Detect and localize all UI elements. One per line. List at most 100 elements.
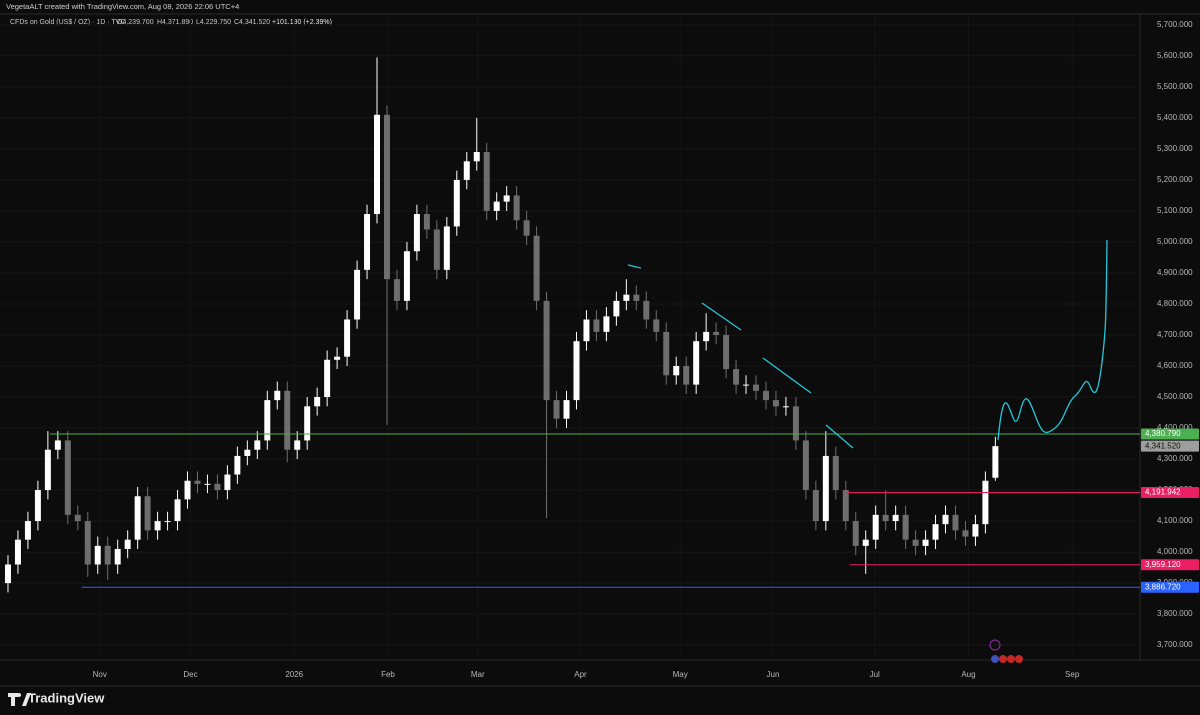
candle-body <box>733 369 740 385</box>
candle-body <box>812 490 819 522</box>
y-tick-label: 5,300.000 <box>1157 144 1193 153</box>
y-tick-label: 5,500.000 <box>1157 82 1193 91</box>
candle-body <box>563 400 570 419</box>
trend-line <box>627 264 642 269</box>
last-price-tag <box>1141 440 1199 452</box>
candle-body <box>463 161 470 180</box>
candle-body <box>234 455 241 475</box>
x-tick-label: Jun <box>767 670 780 679</box>
candle-body <box>294 440 301 450</box>
candle-body <box>24 521 31 540</box>
candle-body <box>4 564 11 584</box>
level-tag <box>1141 487 1199 499</box>
y-tick-label: 4,800.000 <box>1157 299 1193 308</box>
candle-body <box>174 499 181 522</box>
candle-body <box>104 545 111 565</box>
candle-body <box>842 490 849 522</box>
candle-body <box>114 548 121 565</box>
candle-body <box>134 496 141 540</box>
candle-body <box>324 359 331 398</box>
candle-body <box>44 449 51 491</box>
legend-low: L4,229.750 <box>196 19 231 26</box>
legend-change: +101.190 (+2.39%) <box>272 19 332 26</box>
y-tick-label: 5,000.000 <box>1157 237 1193 246</box>
candle-body <box>453 179 460 227</box>
candle-body <box>423 214 430 230</box>
candle-body <box>543 300 550 401</box>
candle-body <box>792 406 799 441</box>
x-tick-label: Sep <box>1065 670 1080 679</box>
candle-body <box>264 400 271 441</box>
level-label: 4,191.942 <box>1145 488 1181 497</box>
y-tick-label: 4,000.000 <box>1157 547 1193 556</box>
y-tick-label: 3,800.000 <box>1157 609 1193 618</box>
candle-body <box>882 514 889 522</box>
candle-body <box>383 114 390 280</box>
candle-body <box>254 440 261 450</box>
candle-body <box>154 521 161 531</box>
candle-body <box>832 455 839 491</box>
candle-body <box>683 365 690 385</box>
x-tick-label: 2026 <box>285 670 303 679</box>
level-label: 4,380.790 <box>1145 429 1181 438</box>
candle-body <box>364 214 371 270</box>
candle-body <box>244 449 251 456</box>
x-tick-label: Jul <box>870 670 880 679</box>
y-tick-label: 4,500.000 <box>1157 392 1193 401</box>
candle-body <box>942 514 949 525</box>
candle-body <box>892 514 899 522</box>
legend-open: O4,239.700 <box>117 19 154 26</box>
trend-line <box>701 302 742 331</box>
legend-close: C4,341.520 <box>234 19 270 26</box>
drawings <box>627 239 1108 449</box>
candle-body <box>513 195 520 221</box>
y-tick-label: 5,600.000 <box>1157 51 1193 60</box>
candle-body <box>314 397 321 407</box>
legend-high: H4,371.890 <box>157 19 193 26</box>
candle-body <box>643 300 650 320</box>
candle-body <box>214 483 221 491</box>
y-tick-label: 5,100.000 <box>1157 206 1193 215</box>
candle-body <box>344 319 351 357</box>
brand: TradingView <box>28 690 105 705</box>
candle-body <box>613 300 620 317</box>
candle-body <box>952 514 959 531</box>
plot: 3,700.0003,800.0003,900.0004,000.0004,10… <box>0 14 1199 679</box>
x-tick-label: Dec <box>183 670 197 679</box>
level-label: 3,886.720 <box>1145 582 1181 591</box>
event-icon <box>999 655 1007 663</box>
candle-body <box>164 521 171 523</box>
candle-body <box>483 152 490 211</box>
trend-line <box>825 424 854 449</box>
candle-body <box>433 229 440 270</box>
candle-body <box>304 406 311 441</box>
candle-body <box>663 331 670 376</box>
candle-body <box>902 514 909 540</box>
y-tick-label: 5,200.000 <box>1157 175 1193 184</box>
candle-body <box>982 480 989 525</box>
candle-body <box>922 539 929 546</box>
trend-line <box>762 357 812 394</box>
candle-body <box>64 440 71 515</box>
candle-body <box>713 331 720 335</box>
candle-body <box>583 319 590 342</box>
candle-body <box>992 446 999 478</box>
candle-body <box>503 195 510 202</box>
candle-body <box>374 114 380 215</box>
event-icon <box>1015 655 1023 663</box>
level-tag <box>1141 581 1199 593</box>
candle-body <box>723 334 730 370</box>
x-tick-label: Mar <box>471 670 485 679</box>
event-icons <box>989 639 1023 663</box>
x-tick-label: Aug <box>961 670 975 679</box>
candle-body <box>224 474 231 491</box>
candle-body <box>403 251 410 301</box>
candle-body <box>74 514 81 522</box>
y-tick-label: 4,900.000 <box>1157 268 1193 277</box>
x-tick-label: Apr <box>574 670 587 679</box>
candle-body <box>14 539 21 565</box>
candle-body <box>802 440 809 491</box>
legend: CFDs on Gold (US$ / OZ) · 1D · TVC O4,23… <box>10 19 332 26</box>
level-tag <box>1141 559 1199 571</box>
